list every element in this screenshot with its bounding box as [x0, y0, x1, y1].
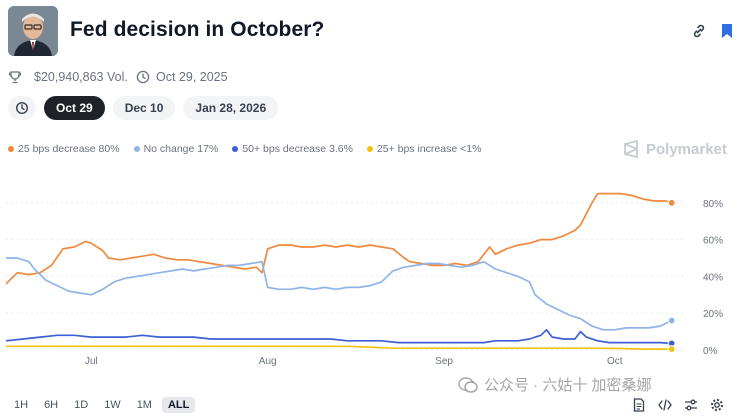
- date-pills: Oct 29 Dec 10 Jan 28, 2026: [8, 96, 279, 120]
- x-tick-label: Jul: [85, 356, 98, 367]
- series-end-point-0: [667, 198, 676, 207]
- legend-dot: [232, 146, 239, 152]
- watermark: 公众号 · 六姑十 加密桑娜: [458, 374, 652, 395]
- legend-dot: [8, 146, 14, 152]
- polymarket-brand: Polymarket: [622, 140, 727, 158]
- chart-tools: [632, 398, 724, 412]
- y-tick-label: 40%: [703, 272, 723, 283]
- document-icon[interactable]: [632, 398, 646, 412]
- chart-legend: 25 bps decrease 80% No change 17% 50+ bp…: [8, 143, 481, 155]
- series-line-3: [6, 345, 672, 350]
- x-tick-label: Oct: [607, 356, 623, 367]
- x-tick-label: Sep: [435, 356, 453, 367]
- end-date-text: Oct 29, 2025: [156, 70, 228, 84]
- trophy-icon: [8, 71, 22, 84]
- x-tick-label: Aug: [259, 356, 277, 367]
- range-1m[interactable]: 1M: [136, 399, 152, 411]
- legend-item-25bps-increase: 25+ bps increase <1%: [366, 143, 482, 155]
- pill-jan-28-2026[interactable]: Jan 28, 2026: [183, 96, 279, 120]
- end-date-meta: Oct 29, 2025: [136, 70, 228, 84]
- market-avatar: [8, 6, 58, 56]
- volume-meta: $20,940,863 Vol.: [8, 70, 128, 84]
- pill-oct-29[interactable]: Oct 29: [44, 96, 105, 120]
- y-tick-label: 60%: [703, 236, 723, 247]
- market-title: Fed decision in October?: [70, 18, 325, 41]
- bookmark-icon[interactable]: [718, 22, 736, 40]
- probability-chart: 0% 20% 40% 60% 80% Jul Aug Sep Oct: [5, 192, 723, 367]
- legend-label: No change 17%: [143, 143, 219, 155]
- y-tick-label: 0%: [703, 346, 718, 357]
- history-icon: [15, 101, 29, 115]
- volume-text: $20,940,863 Vol.: [34, 70, 128, 84]
- wechat-icon: [458, 376, 478, 393]
- legend-label: 50+ bps decrease 3.6%: [242, 143, 353, 155]
- avatar-portrait: [8, 6, 58, 56]
- embed-code-icon[interactable]: [658, 398, 672, 412]
- legend-label: 25 bps decrease 80%: [18, 143, 120, 155]
- y-tick-label: 20%: [703, 309, 723, 320]
- range-6h[interactable]: 6H: [44, 399, 59, 411]
- series-line-1: [6, 257, 672, 331]
- watermark-text: 公众号 · 六姑十 加密桑娜: [484, 377, 652, 394]
- series-end-point-3: [667, 345, 676, 353]
- y-tick-label: 80%: [703, 199, 723, 210]
- legend-item-50bps-decrease: 50+ bps decrease 3.6%: [232, 143, 353, 155]
- legend-dot: [366, 146, 373, 152]
- pill-dec-10[interactable]: Dec 10: [112, 96, 176, 120]
- range-all[interactable]: ALL: [161, 397, 196, 413]
- brand-name: Polymarket: [646, 140, 727, 158]
- history-button[interactable]: [8, 96, 36, 120]
- series-end-point-1: [667, 316, 676, 325]
- range-1d[interactable]: 1D: [74, 399, 89, 411]
- clock-icon: [136, 70, 150, 84]
- polymarket-logo-icon: [624, 140, 638, 158]
- legend-dot: [133, 146, 140, 152]
- range-1w[interactable]: 1W: [104, 399, 121, 411]
- settings-gear-icon[interactable]: [710, 398, 724, 412]
- legend-item-25bps-decrease: 25 bps decrease 80%: [8, 143, 120, 155]
- series-line-2: [5, 328, 672, 345]
- sliders-icon[interactable]: [684, 398, 698, 412]
- range-1h[interactable]: 1H: [14, 399, 29, 411]
- time-range-selector: 1H 6H 1D 1W 1M ALL: [8, 397, 196, 413]
- link-icon[interactable]: [690, 22, 708, 40]
- legend-item-no-change: No change 17%: [133, 143, 219, 155]
- series-line-0: [5, 192, 672, 285]
- legend-label: 25+ bps increase <1%: [376, 143, 482, 155]
